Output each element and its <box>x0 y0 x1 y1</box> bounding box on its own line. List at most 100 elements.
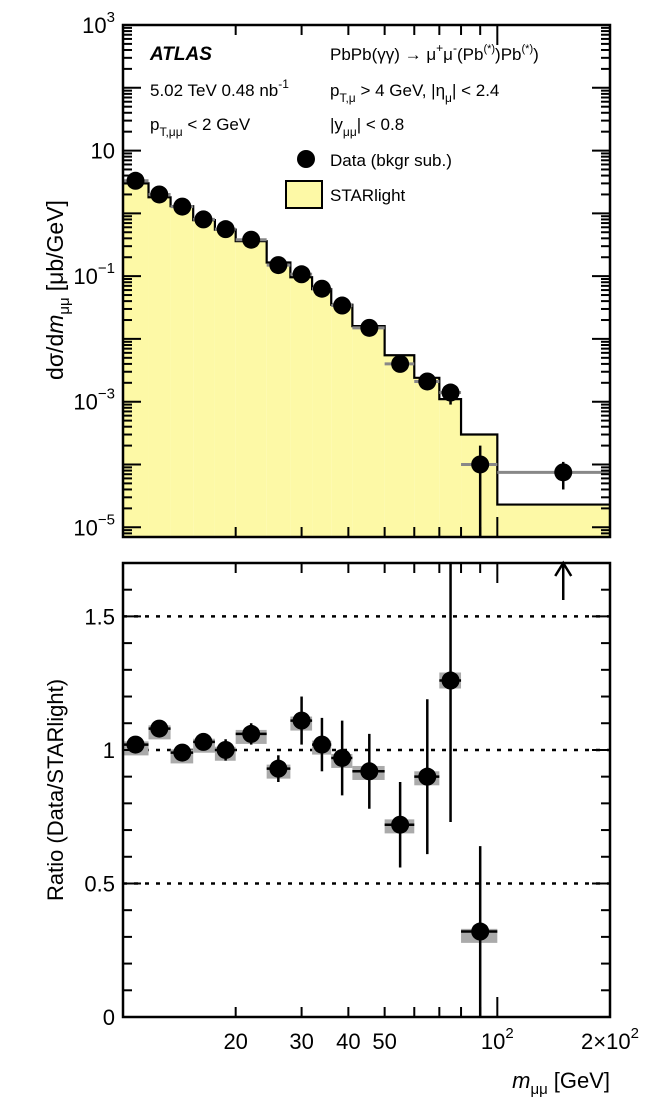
data-point-marker <box>360 318 379 337</box>
muon-pt-eta-cut-label: pT,μ > 4 GeV, |ημ| < 2.4 <box>330 81 499 105</box>
x-label-unit: [GeV] <box>554 1068 610 1093</box>
ratio-marker <box>269 759 288 778</box>
data-point-marker <box>269 256 288 275</box>
bottom-y-tick-label: 1.5 <box>84 604 115 629</box>
tick-exp: 3 <box>107 9 115 26</box>
legend: Data (bkgr sub.) STARlight <box>285 150 452 209</box>
data-point <box>266 256 291 275</box>
starlight-bin-fill <box>148 197 171 537</box>
starlight-fill <box>123 183 610 538</box>
tick-base: 50 <box>372 1029 396 1054</box>
bottom-x-tick-label: 40 <box>336 1029 360 1054</box>
ratio-marker <box>242 724 261 743</box>
data-point <box>461 445 498 537</box>
process-b: μ <box>443 45 453 64</box>
ratio-marker <box>173 743 192 762</box>
pair-pt-rest: < 2 GeV <box>183 115 251 134</box>
legend-starlight-label: STARlight <box>330 186 406 205</box>
data-point-marker <box>471 455 490 474</box>
data-point <box>497 461 610 490</box>
data-point <box>148 185 171 204</box>
energy-label: 5.02 TeV 0.48 nb-1 <box>150 77 289 100</box>
starlight-bin-fill <box>439 399 462 537</box>
pair-pt-p: p <box>150 115 159 134</box>
bottom-axes: 00.511.520 30 40 50 102 2×102 <box>84 562 639 1054</box>
mu-pt-sub: T,μ <box>339 91 355 105</box>
starlight-step-line <box>123 182 610 506</box>
ratio-marker <box>150 719 169 738</box>
starlight-bin-fill <box>290 277 313 537</box>
data-point-marker <box>292 265 311 284</box>
data-point-marker <box>391 354 410 373</box>
tick-exp: −5 <box>98 511 115 528</box>
data-point <box>331 296 353 315</box>
bottom-x-tick-label: 50 <box>372 1029 396 1054</box>
ratio-points-group <box>123 560 573 1017</box>
ratio-point <box>266 755 291 782</box>
ratio-marker <box>312 735 331 754</box>
ratio-point <box>193 732 215 753</box>
ratio-point <box>414 699 440 855</box>
tick-base: 10 <box>481 1029 505 1054</box>
top-y-tick-label: 103 <box>82 9 115 38</box>
ratio-marker <box>391 815 410 834</box>
data-point-marker <box>173 197 192 216</box>
mu-pt-mid: > 4 GeV, |η <box>356 81 445 100</box>
data-point <box>193 210 215 229</box>
y-label-sub: μμ <box>56 297 73 314</box>
ycut-a: |y <box>330 115 343 134</box>
ratio-point <box>461 846 498 1017</box>
process-sup3: (*) <box>483 43 495 55</box>
starlight-bin-fill <box>214 229 236 538</box>
y-label-main: dσ/d <box>42 334 68 380</box>
energy-sup: -1 <box>278 77 289 91</box>
starlight-bin-fill <box>266 262 291 537</box>
data-point-marker <box>441 383 460 402</box>
tick-base: 10 <box>82 13 106 38</box>
starlight-bin-fill <box>312 289 332 537</box>
data-point <box>290 265 313 284</box>
tick-base: 20 <box>223 1029 247 1054</box>
process-d: )Pb <box>495 45 521 64</box>
starlight-bin-fill <box>170 206 194 538</box>
bottom-y-axis-label: Ratio (Data/STARlight) <box>43 679 68 901</box>
top-y-tick-label: 10−3 <box>73 386 115 415</box>
bottom-plot-frame <box>121 561 612 1019</box>
ratio-point <box>331 720 353 796</box>
ratio-point <box>384 781 415 868</box>
pair-pt-sub: T,μμ <box>159 125 182 139</box>
starlight-bin-fill <box>384 355 415 537</box>
top-y-axis-label: dσ/dmμμ [μb/GeV] <box>42 200 73 380</box>
starlight-bin-fill <box>497 504 610 537</box>
legend-starlight-swatch <box>285 180 323 209</box>
starlight-bin-fill <box>352 326 385 537</box>
data-point-marker <box>150 185 169 204</box>
data-point-marker <box>418 372 437 391</box>
ratio-point <box>439 563 462 823</box>
data-point-marker <box>242 230 261 249</box>
tick-base: 30 <box>289 1029 313 1054</box>
data-point <box>384 354 415 373</box>
top-y-tick-label: 10 <box>91 139 115 164</box>
ycut-rest: | < 0.8 <box>357 115 404 134</box>
legend-data-marker <box>297 150 315 168</box>
process-sup4: (*) <box>522 43 534 55</box>
tick-base: 2×10 <box>581 1029 631 1054</box>
process-sup1: + <box>436 41 443 55</box>
ratio-marker <box>292 711 311 730</box>
bottom-x-tick-label: 102 <box>481 1025 514 1054</box>
ycut-sub: μμ <box>343 125 357 139</box>
ratio-marker <box>418 767 437 786</box>
ratio-point <box>148 719 171 740</box>
ratio-marker <box>333 748 352 767</box>
tick-exp: −1 <box>98 260 115 277</box>
tick-exp: 2 <box>631 1025 639 1042</box>
data-point <box>439 383 462 405</box>
data-point-marker <box>126 171 145 190</box>
bottom-y-tick-label: 0.5 <box>84 871 115 896</box>
x-label-var: m <box>512 1068 530 1093</box>
ratio-point <box>123 735 149 756</box>
